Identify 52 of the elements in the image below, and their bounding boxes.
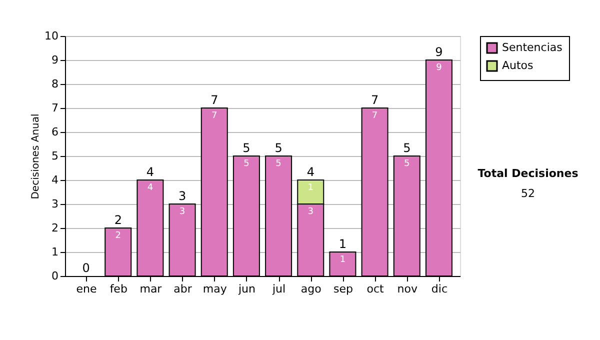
x-tick-label: jun bbox=[237, 282, 256, 296]
data-label: 7 bbox=[212, 111, 218, 121]
total-label: 3 bbox=[178, 189, 186, 203]
x-tick-label: may bbox=[202, 282, 228, 296]
y-tick-label: 7 bbox=[52, 102, 58, 114]
x-tick-label: sep bbox=[333, 282, 353, 296]
y-tick-label: 9 bbox=[52, 54, 58, 66]
text: 52 bbox=[521, 187, 535, 200]
data-label: 3 bbox=[179, 207, 186, 217]
legend-label: Autos bbox=[502, 59, 534, 72]
total-label: 7 bbox=[210, 93, 218, 107]
x-tick-label: dic bbox=[431, 282, 448, 296]
x-tick-label: abr bbox=[174, 282, 192, 296]
data-label: 1 bbox=[308, 183, 314, 193]
y-axis-title: Decisiones Anual bbox=[30, 114, 42, 200]
data-label: 3 bbox=[308, 207, 314, 217]
y-tick-label: 8 bbox=[52, 78, 58, 90]
y-tick-label: 0 bbox=[52, 270, 58, 282]
x-tick-label: nov bbox=[397, 282, 418, 296]
x-tick-label: jul bbox=[271, 282, 286, 296]
total-label: 0 bbox=[82, 261, 90, 275]
x-tick-label: ago bbox=[300, 282, 322, 296]
y-tick-label: 10 bbox=[44, 30, 58, 42]
data-label: 1 bbox=[340, 255, 346, 265]
data-label: 5 bbox=[404, 159, 410, 169]
y-tick-label: 3 bbox=[52, 198, 58, 210]
data-label: 5 bbox=[244, 159, 250, 169]
total-label: 4 bbox=[306, 165, 314, 179]
x-tick-label: feb bbox=[110, 282, 128, 296]
y-tick-label: 2 bbox=[52, 222, 58, 234]
x-tick-label: mar bbox=[140, 282, 162, 296]
total-label: 5 bbox=[242, 141, 250, 155]
data-label: 5 bbox=[276, 159, 282, 169]
y-tick-label: 4 bbox=[52, 174, 58, 186]
x-tick-label: oct bbox=[366, 282, 385, 296]
y-tick-label: 6 bbox=[52, 126, 58, 138]
total-label: 9 bbox=[435, 45, 443, 59]
data-label: 9 bbox=[436, 63, 442, 73]
data-label: 2 bbox=[115, 231, 121, 241]
total-label: 4 bbox=[146, 165, 154, 179]
total-label: 5 bbox=[403, 141, 411, 155]
text: Total Decisiones bbox=[478, 167, 579, 180]
total-label: 7 bbox=[370, 93, 379, 107]
total-label: 2 bbox=[114, 213, 122, 227]
data-label: 4 bbox=[147, 183, 154, 193]
x-tick-label: ene bbox=[76, 282, 98, 296]
y-tick-label: 1 bbox=[52, 246, 58, 258]
total-label: 1 bbox=[338, 237, 347, 251]
data-label: 7 bbox=[372, 111, 378, 121]
y-tick-label: 5 bbox=[52, 150, 58, 162]
total-label: 5 bbox=[274, 141, 282, 155]
legend-label: Sentencias bbox=[502, 41, 563, 54]
